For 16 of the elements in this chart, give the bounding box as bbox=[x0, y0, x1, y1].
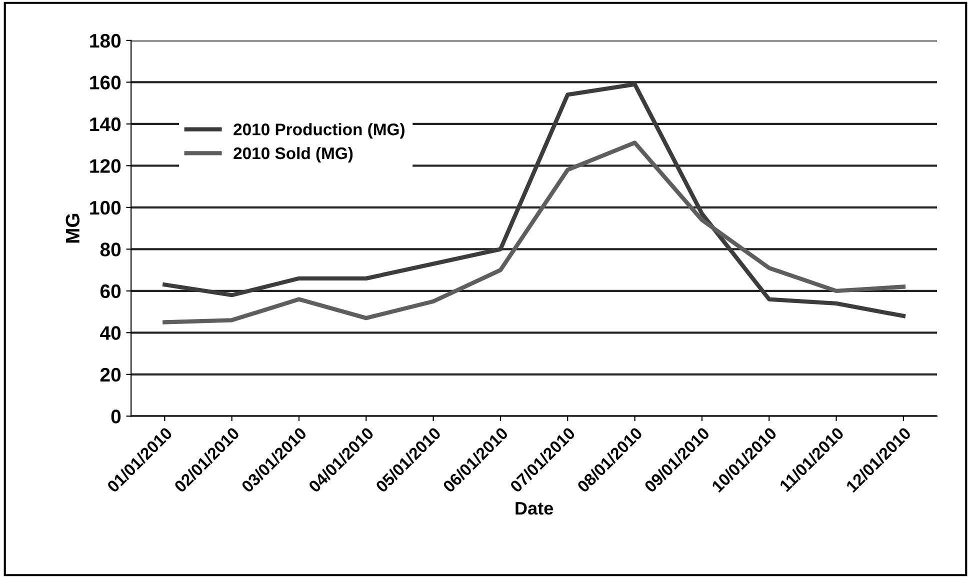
y-axis-title: MG bbox=[66, 214, 80, 243]
y-tick-label: 80 bbox=[100, 242, 121, 256]
legend-label: 2010 Production (MG) bbox=[234, 123, 404, 139]
y-tick-label: 100 bbox=[90, 200, 121, 215]
y-tick-label: 160 bbox=[90, 76, 121, 90]
y-tick-label: 20 bbox=[100, 368, 121, 382]
y-tick-label: 0 bbox=[111, 410, 121, 424]
line-series bbox=[162, 82, 906, 318]
y-tick-label: 40 bbox=[100, 326, 121, 340]
y-tick-label: 60 bbox=[100, 284, 121, 298]
y-tick-label: 180 bbox=[90, 34, 121, 48]
y-tick-label: 140 bbox=[90, 117, 121, 132]
y-tick-label: 120 bbox=[90, 159, 121, 173]
x-axis-title: Date bbox=[516, 502, 554, 515]
line-series bbox=[162, 140, 906, 324]
legend-label: 2010 Sold (MG) bbox=[234, 146, 353, 162]
